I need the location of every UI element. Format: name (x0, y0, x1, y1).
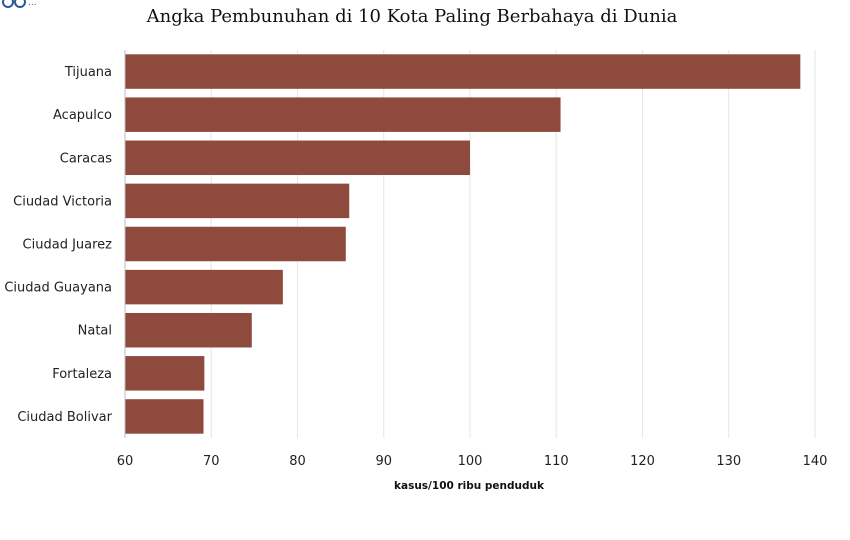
bar (125, 226, 346, 262)
bar (125, 356, 205, 391)
x-tick-label: 100 (458, 454, 483, 469)
chart-title: Angka Pembunuhan di 10 Kota Paling Berba… (146, 6, 678, 27)
x-tick-label: 110 (544, 454, 569, 469)
category-label: Ciudad Guayana (4, 281, 112, 296)
category-label: Natal (78, 324, 112, 339)
x-tick-label: 80 (289, 454, 306, 469)
category-label: Ciudad Bolivar (17, 410, 112, 425)
category-label: Tijuana (64, 65, 112, 80)
x-tick-label: 70 (203, 454, 220, 469)
svg-text:...: ... (28, 0, 37, 8)
bar (125, 183, 350, 219)
category-labels: Tijuana Acapulco Caracas Ciudad Victoria Ciu… (4, 65, 112, 425)
x-tick-label: 120 (630, 454, 655, 469)
bar (125, 312, 252, 348)
bar (125, 97, 561, 132)
bar (125, 399, 204, 434)
bar (125, 269, 283, 305)
category-label: Caracas (60, 151, 112, 166)
x-tick-label: 140 (803, 454, 828, 469)
category-label: Fortaleza (52, 367, 112, 382)
category-label: Acapulco (53, 108, 112, 123)
x-tick-label: 60 (117, 454, 134, 469)
category-label: Ciudad Victoria (13, 194, 112, 209)
x-tick-labels: 60 70 80 90 100 110 120 130 140 (117, 454, 828, 469)
category-label: Ciudad Juarez (23, 238, 113, 253)
x-tick-label: 130 (716, 454, 741, 469)
bar (125, 140, 470, 176)
bar (125, 54, 801, 89)
x-axis-label: kasus/100 ribu penduduk (394, 480, 545, 492)
bars (125, 54, 801, 434)
x-tick-label: 90 (375, 454, 392, 469)
logo-icon: ... (2, 0, 37, 8)
